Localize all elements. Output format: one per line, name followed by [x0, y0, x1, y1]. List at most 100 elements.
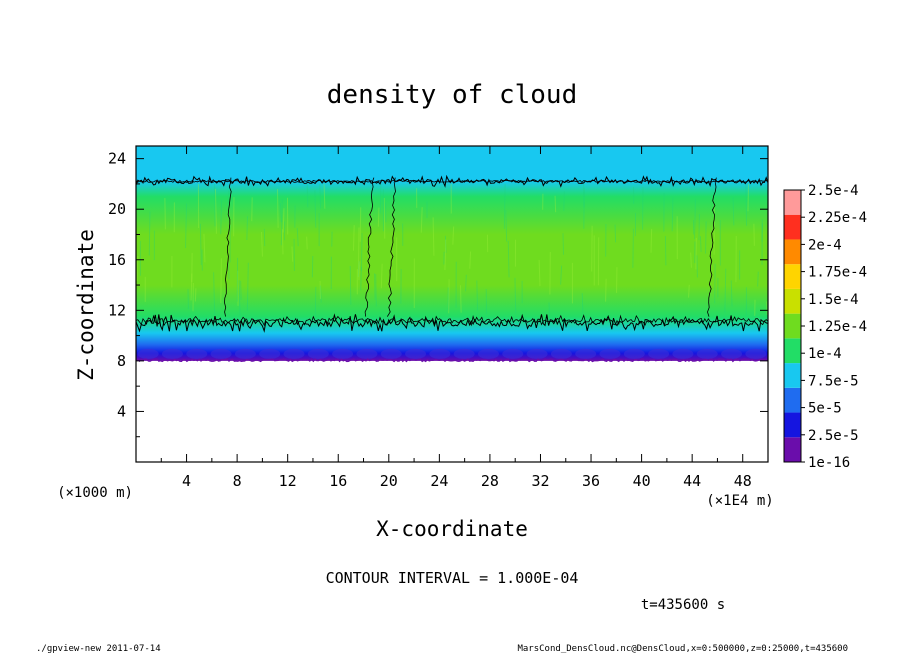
base-bump [234, 348, 256, 359]
base-bump [696, 348, 718, 359]
y-axis-ticks: 4 8 12 16 20 24 [108, 150, 768, 438]
field-streak [476, 280, 479, 311]
field-streak [246, 262, 249, 311]
contour-upper [136, 174, 768, 188]
colorbar-label: 2.25e-4 [808, 210, 867, 226]
field-streak [614, 224, 617, 243]
field-streak [352, 225, 355, 251]
field-streak [279, 203, 282, 223]
field-streak [514, 277, 517, 314]
base-bump [259, 348, 281, 359]
field-streak [560, 265, 563, 285]
base-bump [405, 348, 427, 359]
plot-area [135, 145, 769, 463]
y-tick-label: 8 [117, 352, 126, 370]
field-streak [359, 207, 362, 242]
colorbar-label: 1e-4 [808, 346, 842, 362]
base-bump [526, 348, 548, 359]
field-streak [632, 228, 634, 268]
field-streak [323, 183, 326, 209]
x-tick-label: 48 [734, 472, 752, 490]
field-streak [349, 266, 352, 305]
x-tick-label: 16 [329, 472, 347, 490]
field-streak [319, 183, 322, 209]
field-streak [444, 235, 447, 253]
base-bump [477, 348, 499, 359]
colorbar-label: 2.5e-4 [808, 183, 859, 199]
base-bump [575, 348, 597, 359]
field-streak [360, 233, 363, 271]
base-bump [550, 348, 572, 359]
field-streak [375, 273, 377, 307]
field-streak [306, 236, 308, 250]
y-tick-label: 12 [108, 301, 126, 319]
colorbar-swatch [784, 264, 801, 289]
field-streak [306, 183, 309, 208]
field-streak [360, 266, 362, 291]
field-streak [505, 210, 508, 242]
contour-lines [136, 174, 768, 363]
contour-lower-2 [136, 314, 768, 327]
colorbar-swatch [784, 214, 801, 240]
field-streak [699, 236, 702, 252]
colorbar-label: 7.5e-5 [808, 373, 859, 389]
colorbar-swatch [784, 387, 801, 413]
field-streak [650, 228, 653, 253]
x-tick-label: 12 [279, 472, 297, 490]
field-streak [220, 258, 222, 304]
field-streak [164, 198, 166, 230]
field-streak [730, 280, 733, 307]
y-tick-label: 20 [108, 200, 126, 218]
field-streak [220, 199, 223, 235]
base-bump [137, 348, 159, 359]
field-streak [320, 285, 322, 303]
base-bump [599, 348, 621, 359]
x-tick-label: 32 [531, 472, 549, 490]
field-streak [185, 203, 187, 249]
x-tick-label: 24 [430, 472, 448, 490]
colorbar-label: 1.75e-4 [808, 265, 867, 281]
colorbar-label: 2e-4 [808, 237, 842, 253]
field-streak [358, 261, 361, 281]
field-streak [213, 272, 216, 315]
field-streak [203, 233, 206, 263]
colorbar-label: 2.5e-5 [808, 428, 859, 444]
field-streak [581, 293, 584, 316]
x-tick-label: 44 [683, 472, 701, 490]
base-bump [307, 348, 329, 359]
field-streak [732, 197, 735, 226]
field-streak [671, 196, 674, 232]
base-bump [161, 348, 183, 359]
contour-upper-2 [136, 179, 768, 183]
contour-filament [364, 177, 375, 317]
field-streak [688, 284, 690, 298]
field-streak [465, 274, 467, 292]
field-streak [420, 207, 423, 233]
field-streak [757, 271, 759, 287]
colorbar-swatch [784, 288, 801, 314]
field-streak [690, 252, 692, 268]
field-streak [227, 190, 230, 207]
field-streak [705, 221, 707, 254]
base-bump [186, 348, 208, 359]
field-streak [214, 188, 217, 234]
colorbar-label: 1.5e-4 [808, 292, 859, 308]
colorbar: 1e-16 2.5e-5 5e-5 7.5e-5 1e-4 1.25e-4 1.5e-4 1.… [783, 183, 867, 471]
field-streak [377, 207, 380, 227]
field-streak [357, 227, 360, 278]
field-streak [148, 211, 151, 256]
field-streak [554, 195, 557, 213]
x-tick-label: 8 [233, 472, 242, 490]
field-streak [605, 278, 607, 302]
x-axis-unit: (×1E4 m) [706, 493, 773, 509]
field-streak [190, 273, 193, 301]
field-streak [469, 251, 472, 269]
field-streak [459, 285, 462, 313]
colorbar-swatch [784, 437, 801, 462]
base-bump [380, 348, 402, 359]
y-tick-label: 16 [108, 251, 126, 269]
field-streak [432, 217, 435, 256]
contour-filament [707, 177, 717, 317]
base-bump [332, 348, 354, 359]
x-axis-label: X-coordinate [376, 517, 528, 541]
